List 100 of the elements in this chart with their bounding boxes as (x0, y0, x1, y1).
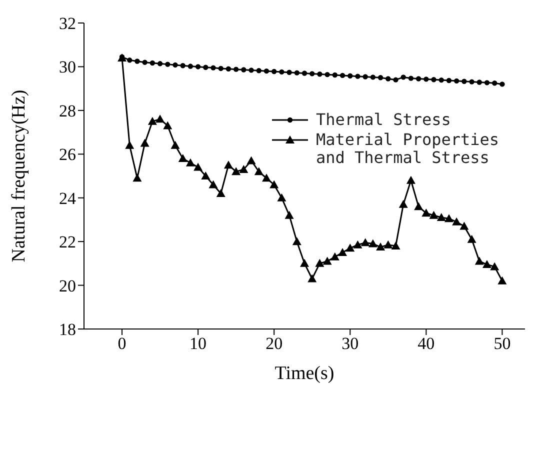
point (446, 78, 452, 84)
point (142, 60, 148, 65)
point (398, 200, 408, 208)
point (172, 62, 178, 68)
point (452, 217, 462, 226)
point (270, 180, 279, 188)
point (332, 72, 338, 78)
y-tick-label: 32 (59, 14, 76, 34)
point (429, 210, 438, 219)
point (492, 80, 498, 86)
point (368, 239, 378, 248)
point (424, 76, 429, 82)
point (170, 140, 180, 149)
y-tick-label: 28 (59, 101, 76, 120)
point (226, 66, 232, 72)
point (482, 260, 492, 268)
point (338, 248, 348, 256)
point (498, 276, 507, 284)
point (277, 193, 286, 202)
point (406, 176, 416, 184)
point (256, 68, 262, 74)
point (286, 70, 292, 75)
point (300, 258, 309, 267)
point (376, 242, 386, 251)
point (194, 162, 203, 171)
point (201, 172, 210, 180)
point (414, 202, 424, 210)
point (324, 72, 330, 78)
point (156, 114, 165, 123)
x-tick-label: 40 (418, 334, 435, 354)
point (163, 121, 172, 130)
point (203, 64, 208, 70)
point (362, 74, 368, 80)
point (393, 77, 398, 82)
point (186, 158, 195, 166)
x-axis-title: Time(s) (274, 363, 334, 384)
point (416, 76, 422, 82)
point (346, 244, 355, 252)
point (132, 174, 142, 182)
point (241, 67, 246, 72)
point (292, 237, 302, 246)
point (386, 76, 391, 82)
point (210, 65, 216, 70)
point (232, 167, 241, 176)
point (216, 188, 226, 197)
y-tick-label: 22 (59, 232, 76, 252)
x-tick-label: 10 (190, 334, 207, 354)
point (353, 240, 362, 248)
point (355, 74, 360, 79)
point (444, 214, 454, 222)
point (165, 62, 170, 67)
y-tick-label: 24 (59, 188, 76, 208)
x-tick-label: 50 (494, 334, 511, 354)
point (408, 76, 414, 81)
x-tick-label: 20 (266, 334, 283, 354)
point (391, 241, 400, 250)
x-tick-label: 30 (342, 334, 359, 354)
point (422, 208, 431, 217)
point (476, 80, 482, 85)
point (322, 256, 332, 265)
point (490, 262, 500, 270)
x-tick-label: 0 (118, 334, 126, 354)
point (246, 156, 256, 164)
point (378, 75, 384, 80)
point (308, 274, 317, 282)
point (462, 78, 467, 84)
point (224, 160, 233, 169)
point (484, 80, 490, 86)
point (195, 64, 201, 70)
point (134, 58, 140, 64)
point (436, 213, 446, 222)
point (431, 77, 436, 82)
point (218, 66, 224, 72)
y-tick-label: 30 (59, 58, 76, 77)
point (262, 174, 271, 182)
legend-label: Thermal Stress (316, 110, 451, 129)
point (310, 71, 315, 76)
point (400, 74, 406, 80)
point (317, 72, 322, 77)
point (254, 167, 264, 176)
point (279, 69, 284, 75)
point (178, 154, 188, 162)
point (150, 60, 156, 66)
point (188, 64, 194, 69)
point (500, 82, 505, 87)
y-tick-label: 20 (59, 276, 76, 296)
point (180, 63, 186, 68)
point (474, 256, 484, 265)
point (248, 68, 254, 73)
point (467, 234, 476, 243)
point (239, 164, 248, 173)
point (438, 77, 444, 83)
y-axis-title: Natural frequency(Hz) (8, 90, 30, 262)
point (264, 68, 270, 74)
y-tick-label: 26 (59, 145, 76, 164)
point (148, 116, 157, 125)
legend-label: Material Properties and Thermal Stress (316, 130, 500, 167)
point (348, 73, 353, 78)
point (384, 240, 393, 248)
y-tick-label: 18 (59, 320, 76, 340)
